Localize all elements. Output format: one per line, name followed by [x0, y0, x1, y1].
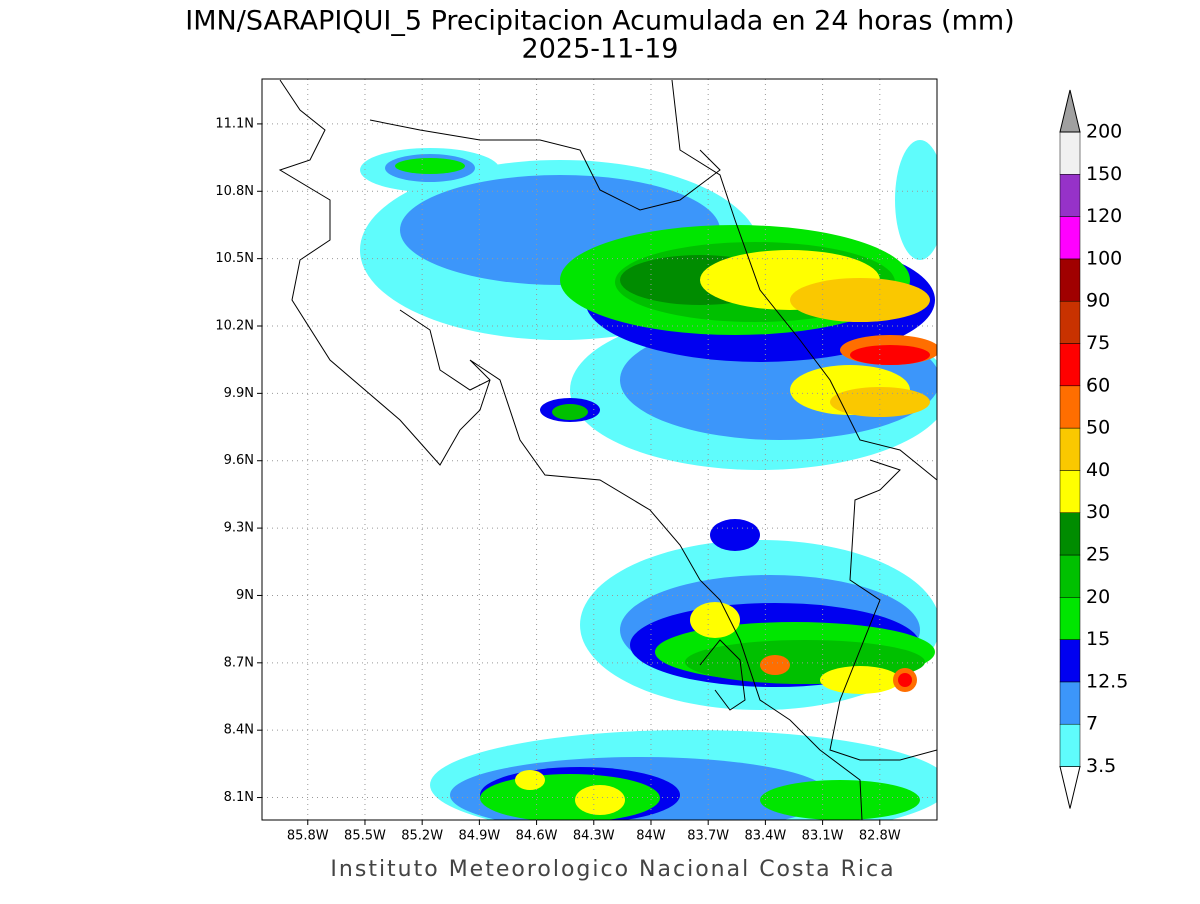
precip-area [820, 666, 900, 694]
colorbar-label: 75 [1086, 332, 1110, 354]
x-tick-label: 84W [636, 829, 666, 844]
x-tick-label: 84.3W [573, 829, 615, 844]
precip-area [575, 785, 625, 815]
precip-area [898, 673, 912, 687]
x-tick-label: 84.9W [458, 829, 500, 844]
gulf-coast [399, 309, 491, 391]
colorbar-label: 100 [1086, 247, 1122, 269]
precip-area [790, 278, 930, 322]
precip-area [830, 387, 930, 417]
colorbar-label: 150 [1086, 163, 1122, 185]
colorbar-swatch [1059, 300, 1081, 344]
y-tick-label: 10.2N [215, 319, 254, 334]
y-tick-label: 8.1N [224, 790, 254, 805]
precip-area [850, 345, 930, 365]
x-tick-label: 85.5W [344, 829, 386, 844]
x-tick-label: 83.1W [802, 829, 844, 844]
x-tick-label: 85.2W [401, 829, 443, 844]
footer: Instituto Meteorologico Nacional Costa R… [330, 857, 895, 882]
precip-area [552, 404, 588, 420]
colorbar-swatch [1059, 470, 1081, 513]
precip-area [690, 602, 740, 638]
y-tick-label: 10.8N [215, 184, 254, 199]
colorbar-label: 7 [1086, 713, 1098, 735]
precip-area [515, 770, 545, 790]
colorbar-swatch [1059, 723, 1081, 767]
colorbar-swatch [1059, 131, 1081, 175]
x-tick-label: 84.6W [516, 829, 558, 844]
colorbar-swatch [1059, 343, 1081, 387]
caribbean-coast [671, 79, 937, 481]
x-tick-label: 83.4W [744, 829, 786, 844]
grid: 85.8W 85.5W 85.2W 84.9W 84.6W 84.3W 84W 83.7W 83… [215, 79, 937, 844]
y-tick-label: 8.4N [224, 723, 254, 738]
title: IMN/SARAPIQUI_5 Precipitacion Acumulada … [185, 6, 1014, 37]
precip-area [710, 519, 760, 551]
colorbar-swatch [1059, 385, 1081, 429]
colorbar-swatch [1059, 216, 1081, 260]
precip-area [760, 780, 920, 820]
colorbar-swatch [1059, 639, 1081, 683]
colorbar-label: 30 [1086, 501, 1110, 523]
precip-field [360, 140, 937, 820]
subtitle: 2025-11-19 [522, 34, 679, 65]
colorbar-label: 40 [1086, 459, 1110, 481]
colorbar-over [1059, 89, 1081, 133]
y-tick-label: 10.5N [215, 251, 254, 266]
colorbar-label: 200 [1086, 121, 1122, 143]
colorbar-label: 15 [1086, 628, 1110, 650]
colorbar-under [1059, 766, 1081, 809]
colorbar-label: 20 [1086, 586, 1110, 608]
map-frame [261, 78, 938, 821]
precip-area [760, 655, 790, 675]
y-tick-label: 11.1N [215, 116, 254, 131]
colorbar-label: 120 [1086, 205, 1122, 227]
osa-coast [699, 639, 746, 711]
colorbar-label: 25 [1086, 544, 1110, 566]
colorbar: 3.5 7 12.5 15 20 25 30 40 50 60 75 90 100 120 150 200 [1059, 89, 1128, 809]
pacific-coast [278, 79, 863, 820]
colorbar-label: 60 [1086, 374, 1110, 396]
x-tick-label: 82.8W [859, 829, 901, 844]
coastlines [278, 79, 937, 820]
y-tick-label: 9N [236, 588, 254, 603]
colorbar-label: 90 [1086, 290, 1110, 312]
y-tick-label: 9.6N [224, 453, 254, 468]
precip-area [895, 140, 937, 260]
y-tick-label: 9.3N [224, 521, 254, 536]
y-tick-label: 8.7N [224, 655, 254, 670]
colorbar-label: 3.5 [1086, 755, 1116, 777]
colorbar-swatch [1059, 554, 1081, 598]
precip-area [395, 158, 465, 174]
border-south [829, 459, 937, 761]
border-north [369, 119, 721, 211]
x-tick-label: 83.7W [687, 829, 729, 844]
colorbar-swatch [1059, 258, 1081, 302]
colorbar-swatch [1059, 597, 1081, 640]
colorbar-label: 50 [1086, 417, 1110, 439]
colorbar-swatch [1059, 174, 1081, 217]
colorbar-swatch [1059, 427, 1081, 471]
colorbar-swatch [1059, 512, 1081, 556]
colorbar-swatch [1059, 681, 1081, 725]
y-tick-label: 9.9N [224, 386, 254, 401]
colorbar-label: 12.5 [1086, 670, 1128, 692]
x-tick-label: 85.8W [287, 829, 329, 844]
